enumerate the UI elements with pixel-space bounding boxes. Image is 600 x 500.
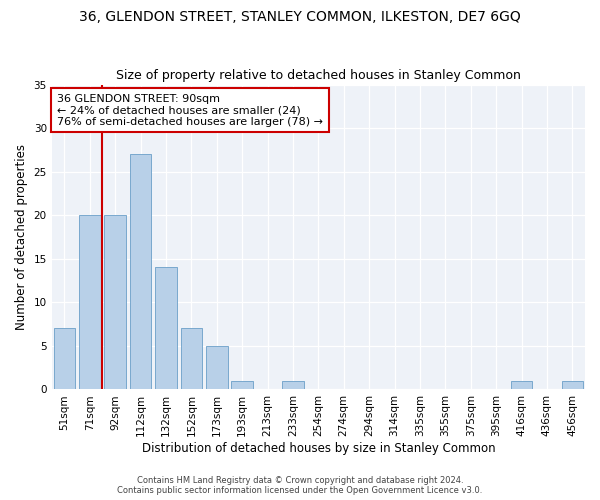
Bar [181, 328, 202, 390]
Text: 36 GLENDON STREET: 90sqm
← 24% of detached houses are smaller (24)
76% of semi-d: 36 GLENDON STREET: 90sqm ← 24% of detach… [57, 94, 323, 127]
Bar [130, 154, 151, 390]
X-axis label: Distribution of detached houses by size in Stanley Common: Distribution of detached houses by size … [142, 442, 495, 455]
Bar [155, 268, 177, 390]
Text: 36, GLENDON STREET, STANLEY COMMON, ILKESTON, DE7 6GQ: 36, GLENDON STREET, STANLEY COMMON, ILKE… [79, 10, 521, 24]
Bar [104, 215, 126, 390]
Bar [511, 380, 532, 390]
Bar [79, 215, 101, 390]
Bar [232, 380, 253, 390]
Bar [206, 346, 227, 390]
Title: Size of property relative to detached houses in Stanley Common: Size of property relative to detached ho… [116, 69, 521, 82]
Y-axis label: Number of detached properties: Number of detached properties [15, 144, 28, 330]
Bar [282, 380, 304, 390]
Text: Contains HM Land Registry data © Crown copyright and database right 2024.
Contai: Contains HM Land Registry data © Crown c… [118, 476, 482, 495]
Bar [562, 380, 583, 390]
Bar [53, 328, 75, 390]
